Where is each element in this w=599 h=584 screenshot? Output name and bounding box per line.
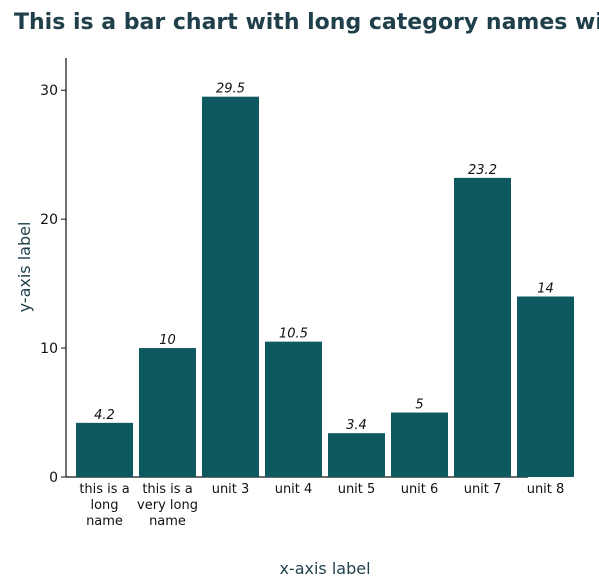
bar [328, 433, 385, 477]
y-ticks-group: 0 10 20 30 [40, 83, 66, 486]
x-category-label: unit 5 [338, 482, 376, 497]
y-axis-title: y-axis label [15, 222, 34, 313]
x-axis-title: x-axis label [279, 559, 370, 578]
y-tick-label: 10 [40, 341, 58, 357]
bars-group: 4.2 10 29.5 10.5 3.4 5 23.2 14 [76, 82, 574, 477]
bar-value-label: 5 [415, 398, 423, 413]
bar [265, 341, 322, 477]
bar-value-label: 10.5 [279, 327, 308, 342]
bar [454, 177, 511, 477]
bar [517, 296, 574, 477]
bar-value-label: 10 [159, 333, 176, 348]
y-tick-label: 0 [49, 470, 58, 486]
bar-value-label: 3.4 [346, 418, 367, 433]
x-category-label: unit 7 [464, 482, 502, 497]
y-tick-label: 20 [40, 212, 58, 228]
bar-value-label: 14 [537, 282, 554, 297]
x-category-label: unit 3 [212, 482, 250, 497]
bar [391, 412, 448, 477]
bar-value-label: 4.2 [94, 408, 115, 423]
chart-title: This is a bar chart with long category n… [14, 10, 599, 35]
bar [139, 348, 196, 477]
bar-value-label: 29.5 [216, 82, 245, 97]
bar [76, 422, 133, 477]
x-category-label: this is a long name [79, 482, 129, 529]
x-category-label: unit 6 [401, 482, 439, 497]
x-category-label: this is a very long name [137, 482, 198, 529]
x-category-label: unit 8 [527, 482, 565, 497]
bar [202, 96, 259, 477]
x-category-label: unit 4 [275, 482, 313, 497]
bar-value-label: 23.2 [468, 163, 497, 178]
y-tick-label: 30 [40, 83, 58, 99]
